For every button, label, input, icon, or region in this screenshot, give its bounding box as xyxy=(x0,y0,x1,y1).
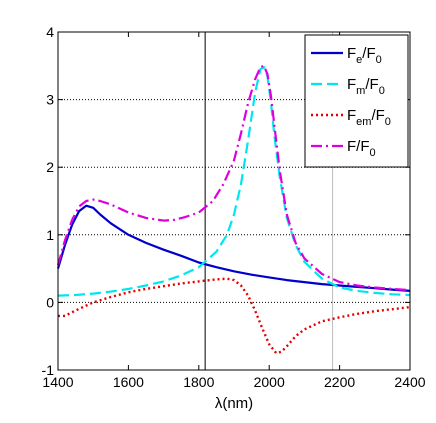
x-tick-label: 2200 xyxy=(324,374,355,390)
y-tick-labels: -1 0 1 2 3 4 xyxy=(42,24,55,378)
series-line-fe-over-f0 xyxy=(56,204,411,292)
y-tick-label: 2 xyxy=(46,159,54,175)
plot-frame xyxy=(57,31,411,371)
x-axis-title: λ(nm) xyxy=(215,395,253,412)
x-tick-label: 1400 xyxy=(42,374,73,390)
y-tick-label: 3 xyxy=(46,92,54,108)
series-line-f-over-f0 xyxy=(56,64,411,292)
legend-label: F/F0 xyxy=(347,138,376,159)
legend-label: Fem/F0 xyxy=(347,107,391,128)
x-tick-label: 1800 xyxy=(183,374,214,390)
legend: Fe/F0 Fm/F0 Fem/F0 F/F0 xyxy=(304,34,409,168)
x-tick-label: 2400 xyxy=(394,374,425,390)
legend-box xyxy=(304,34,409,168)
series-line-fem-over-f0 xyxy=(58,277,411,355)
x-tick-label: 1600 xyxy=(113,374,144,390)
legend-label: Fm/F0 xyxy=(347,76,385,97)
x-tick-label: 2000 xyxy=(254,374,285,390)
legend-label: Fe/F0 xyxy=(347,45,382,66)
series-line-fm-over-f0 xyxy=(57,66,411,297)
series-lines xyxy=(56,64,411,355)
y-tick-label: 1 xyxy=(46,227,54,243)
y-tick-label: -1 xyxy=(42,362,55,378)
y-tick-label: 0 xyxy=(46,294,54,310)
x-tick-labels: 1400 1600 1800 2000 2200 2400 xyxy=(42,374,425,390)
y-tick-label: 4 xyxy=(46,24,54,40)
